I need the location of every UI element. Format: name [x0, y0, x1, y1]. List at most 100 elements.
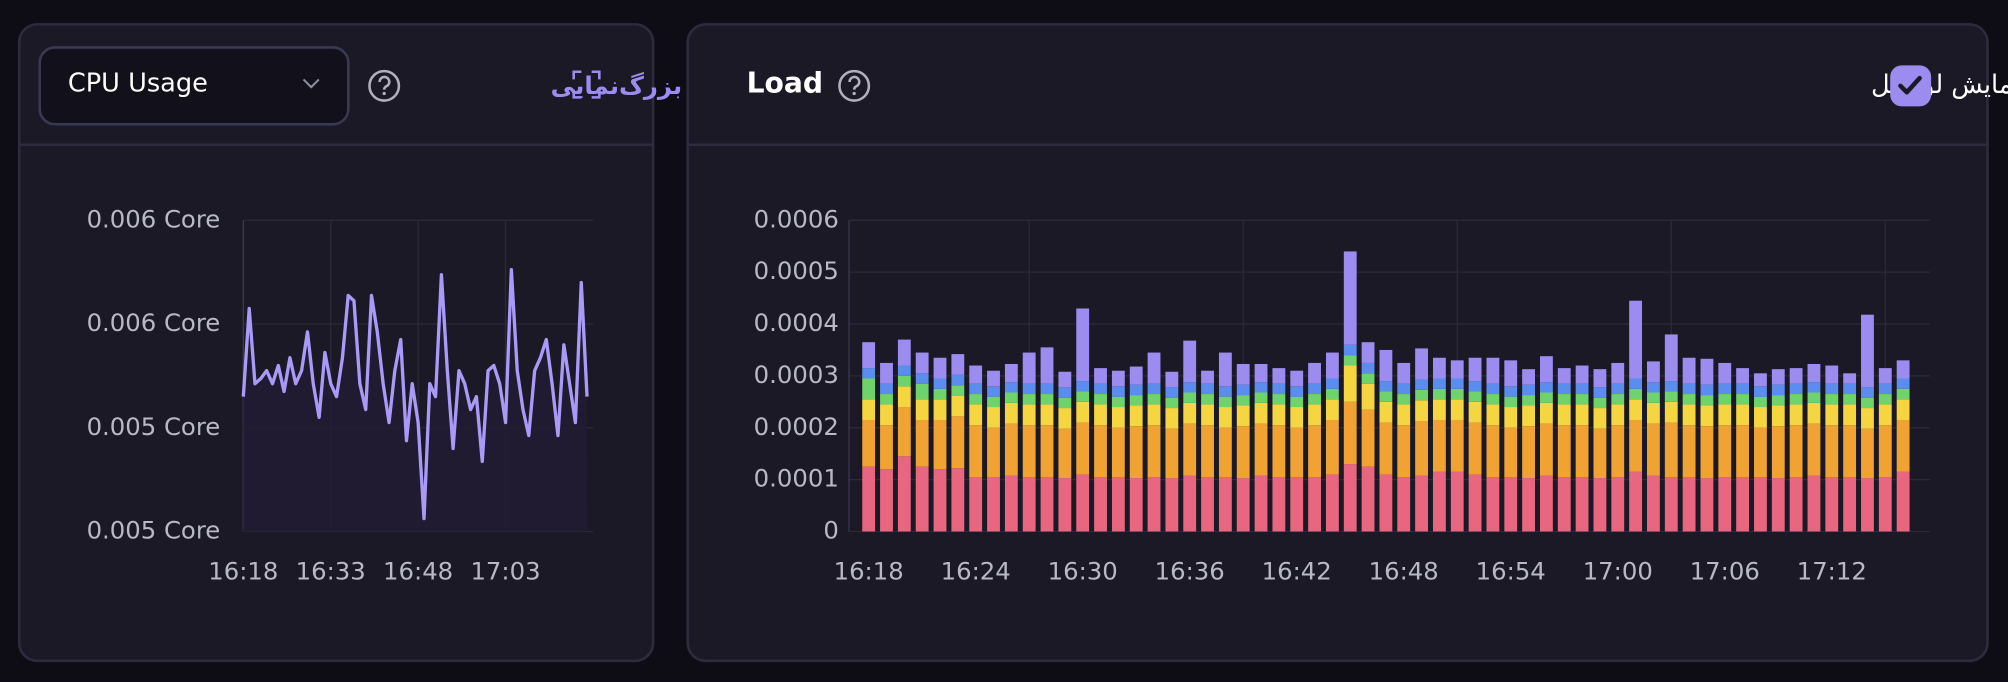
help-dot[interactable] [382, 91, 386, 96]
bar-segment [1664, 477, 1678, 532]
bar-segment [1700, 395, 1714, 406]
bar-segment [915, 466, 929, 532]
bar-segment [1308, 477, 1321, 532]
bar-segment [1040, 425, 1054, 478]
bar-segment [1825, 394, 1839, 405]
bar-segment [1664, 334, 1678, 382]
bar-segment [1611, 362, 1625, 384]
expand-icon[interactable] [572, 70, 601, 99]
bar-segment [1308, 362, 1321, 384]
bar-segment [969, 394, 983, 405]
bar-segment [1504, 477, 1518, 532]
bar-segment [1522, 369, 1536, 385]
bar-segment [1379, 349, 1393, 382]
bar-segment [1629, 378, 1643, 389]
bar-segment [897, 365, 911, 376]
bar-segment [933, 357, 947, 379]
bar-segment [1825, 383, 1839, 395]
bar-segment [1629, 399, 1643, 420]
bar-segment [1272, 394, 1286, 405]
bar-segment [1754, 386, 1767, 397]
bar-segment [1896, 388, 1910, 400]
x-tick-label: 16:48 [1369, 556, 1439, 585]
bar-segment [1878, 383, 1892, 395]
bar-segment [1183, 392, 1197, 403]
bar-segment [1361, 373, 1375, 384]
bar-segment [1468, 422, 1482, 475]
bar-segment [969, 477, 983, 532]
help-dot[interactable] [852, 91, 856, 96]
bar-segment [1718, 383, 1732, 395]
bar-segment [951, 468, 965, 532]
bar-segment [987, 386, 1000, 397]
chevron[interactable] [302, 78, 320, 89]
bar-segment [1629, 419, 1643, 472]
select-box[interactable] [38, 46, 350, 126]
bar-segment [897, 339, 911, 366]
bar-segment [1397, 362, 1411, 384]
bar-segment [1343, 344, 1357, 356]
bar-segment [1343, 464, 1357, 532]
bar-segment [1201, 394, 1214, 405]
bar-segment [1504, 396, 1518, 408]
bar-segment [1076, 381, 1090, 392]
help-icon[interactable] [838, 69, 871, 102]
bar-segment [1629, 471, 1643, 532]
bar-segment [1825, 365, 1839, 384]
bar-segment [1878, 404, 1892, 426]
select-value[interactable]: CPU Usage [68, 69, 208, 99]
bar-segment [951, 385, 965, 396]
bar-segment [1843, 394, 1857, 405]
bar-segment [1450, 378, 1464, 389]
bar-segment [1290, 407, 1304, 428]
bar-segment [1361, 342, 1375, 363]
y-tick-label: 0.0004 [754, 308, 839, 337]
bar-segment [1165, 371, 1179, 388]
help-glyph[interactable] [848, 75, 861, 90]
x-tick-label: 16:36 [1155, 556, 1225, 585]
checkmark[interactable] [1898, 75, 1922, 95]
bar-segment [897, 375, 911, 387]
help-glyph[interactable] [378, 75, 391, 90]
bar-segment [1183, 475, 1197, 532]
bar-segment [1664, 422, 1678, 478]
bar-segment [1522, 426, 1536, 479]
bar-segment [1236, 478, 1250, 532]
bar-segment [1736, 477, 1750, 532]
bar-segment [1450, 399, 1464, 420]
zoom-label[interactable]: بزرگ‌نمایی [551, 71, 683, 100]
help-circle[interactable] [368, 69, 401, 102]
bar-segment [1111, 396, 1125, 408]
bar-segment [1432, 399, 1446, 420]
bar-segment [1843, 425, 1857, 478]
bar-segment [1022, 394, 1036, 405]
line [241, 267, 589, 521]
bar-segment [1593, 408, 1607, 429]
bar-segment [1825, 425, 1839, 478]
bar-segment [1575, 365, 1589, 384]
bar-segment [1040, 404, 1054, 426]
metric-select[interactable]: CPU Usage [38, 46, 350, 126]
bar-segment [1397, 404, 1411, 426]
bar-segment [1254, 402, 1268, 424]
bar-segment [1325, 399, 1339, 420]
bar-segment [1807, 363, 1821, 383]
bar-segment [1058, 397, 1072, 409]
bar-segment [933, 399, 947, 420]
x-tick-label: 16:33 [296, 556, 366, 585]
x-tick-label: 17:12 [1797, 556, 1867, 585]
bar-segment [1218, 407, 1232, 428]
help-icon[interactable] [368, 69, 401, 102]
x-tick-label: 16:54 [1476, 556, 1546, 585]
bar-segment [1825, 404, 1839, 426]
zoom-button[interactable]: بزرگ‌نمایی [551, 70, 683, 100]
y-tick-label: 0.0001 [754, 464, 839, 493]
bar-segment [1272, 368, 1286, 384]
bar-segment [1647, 402, 1660, 424]
help-circle[interactable] [838, 69, 871, 102]
bar-segment [1486, 383, 1500, 395]
total-toggle[interactable]: نمایش لود کل [1871, 65, 2008, 107]
bar-segment [1415, 389, 1428, 401]
bar-segment [1361, 383, 1375, 410]
bar-segment [951, 354, 965, 375]
